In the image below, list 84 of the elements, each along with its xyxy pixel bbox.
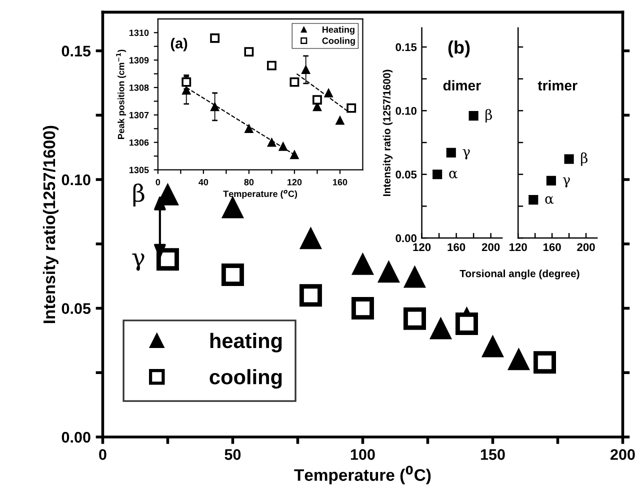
point: [244, 47, 254, 57]
x-tick-label: 120: [288, 178, 302, 186]
point: [346, 103, 356, 113]
x-tick-label: 200: [482, 243, 500, 252]
point: [482, 336, 504, 358]
x-axis-title: Torsional angle (degree): [460, 270, 580, 280]
point: [267, 138, 276, 147]
annotation: (a): [170, 38, 188, 52]
y-tick-label: 0.15: [396, 43, 417, 52]
point: [244, 124, 254, 134]
legend-label: cooling: [210, 369, 282, 389]
annotation: γ: [132, 254, 144, 271]
x-tick-label: 200: [610, 449, 635, 460]
y-tick-label: 0.05: [396, 170, 417, 178]
point: [222, 197, 244, 218]
y-tick-label: 1306: [129, 139, 149, 146]
y-tick-label: 0.05: [62, 303, 91, 314]
x-tick-label: 160: [448, 243, 466, 252]
point: [351, 297, 374, 320]
point: [352, 254, 374, 275]
y-tick-label: 1305: [129, 166, 149, 174]
legend-label: Heating: [322, 26, 354, 35]
y-tick-label: 0.10: [62, 174, 90, 186]
point: [210, 33, 220, 43]
x-tick-label: 80: [244, 178, 254, 186]
point: [378, 262, 400, 283]
text: trimer: [538, 80, 578, 91]
point: [404, 266, 426, 288]
x-tick-label: 50: [224, 449, 241, 460]
y-tick-label: 0.15: [62, 46, 91, 57]
point: [446, 148, 456, 158]
y-tick-label: 0.00: [62, 432, 90, 443]
x-tick-label: 200: [577, 243, 595, 252]
annotation: α: [449, 170, 458, 178]
x-tick-label: 160: [333, 178, 348, 186]
x-tick-label: 160: [543, 243, 561, 252]
x-axis-title: Temperature ($^{0}$C): [294, 466, 431, 484]
point: [210, 102, 220, 112]
annotation: γ: [562, 177, 570, 188]
annotation: β: [581, 152, 588, 166]
point: [278, 142, 288, 151]
point: [430, 318, 452, 340]
point: [312, 95, 322, 105]
y-tick-label: 0.10: [396, 106, 416, 115]
legend-label: Cooling: [322, 37, 355, 46]
point: [301, 65, 310, 74]
y-axis-title: Intensity ratio(1257/1600): [42, 126, 58, 324]
annotation: α: [545, 196, 554, 204]
point: [324, 88, 333, 98]
x-tick-label: 0: [156, 178, 160, 186]
x-tick-label: 120: [413, 243, 431, 252]
point: [403, 307, 426, 330]
point: [221, 264, 244, 286]
x-tick-label: 40: [198, 178, 208, 186]
point: [290, 150, 299, 160]
legend-label: heating: [210, 332, 282, 352]
annotation: γ: [462, 149, 470, 160]
point: [267, 60, 276, 70]
y-tick-label: 1309: [129, 57, 149, 64]
text: dimer: [443, 80, 481, 91]
point: [432, 170, 442, 180]
x-tick-label: 0: [99, 449, 106, 460]
y-tick-label: 1307: [129, 112, 149, 118]
y-tick-label: 0.00: [396, 234, 416, 242]
point: [300, 228, 322, 250]
point: [299, 284, 322, 307]
y-axis-title: Intensity ratio (1257/1600): [382, 70, 393, 196]
y-tick-label: 1308: [129, 84, 149, 91]
point: [533, 351, 556, 374]
y-tick-label: 1310: [129, 30, 149, 36]
point: [508, 349, 530, 370]
point: [290, 77, 300, 87]
point: [468, 110, 478, 121]
annotation: β: [133, 184, 144, 206]
x-tick-label: 120: [510, 243, 527, 252]
annotation: (b): [448, 40, 470, 58]
point: [455, 312, 478, 335]
point: [336, 116, 344, 125]
x-tick-label: 150: [480, 449, 505, 460]
x-tick-label: 100: [350, 449, 375, 460]
x-axis-title: Temperature ($^{o}$C): [223, 190, 298, 199]
annotation: β: [486, 109, 492, 123]
y-axis-title: Peak position (cm$^{−1}$): [116, 50, 126, 139]
point: [156, 248, 179, 271]
